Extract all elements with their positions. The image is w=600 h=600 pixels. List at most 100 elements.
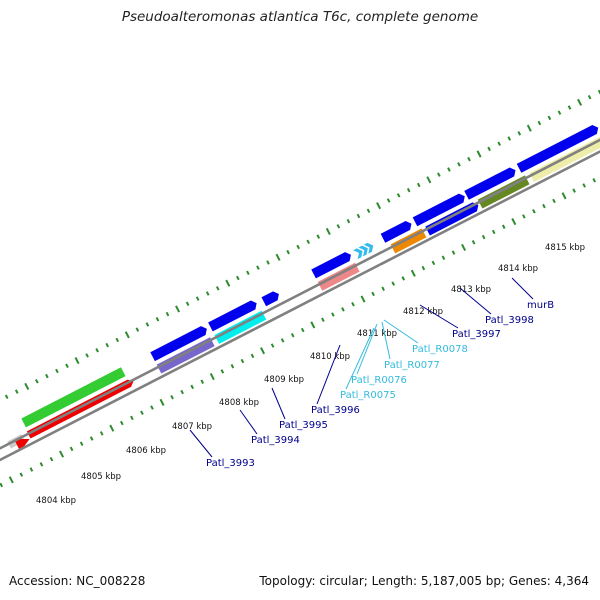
tick-outer (236, 275, 240, 281)
tick-inner (421, 265, 426, 271)
tick-inner (351, 302, 355, 307)
gene-leader-line (239, 409, 258, 435)
tick-inner (572, 188, 576, 193)
tick-outer (135, 327, 140, 332)
tick-outer (195, 296, 200, 301)
backbone-lower (0, 111, 600, 498)
tick-inner (280, 338, 285, 343)
tick-outer (275, 253, 281, 261)
tick-marks-inner (0, 178, 597, 488)
gene-leader-line (419, 304, 459, 329)
feature-blue-3994 (208, 300, 257, 332)
gene-label: murB (527, 300, 554, 311)
tick-inner (170, 394, 174, 400)
tick-inner (321, 317, 325, 322)
tick-outer (124, 331, 130, 339)
feature-blue-3997 (380, 221, 412, 243)
tick-outer (537, 120, 542, 126)
tick-outer (396, 193, 401, 198)
tick-inner (99, 431, 104, 436)
tick-inner (491, 229, 496, 235)
gene-label: Patl_3995 (279, 420, 328, 431)
topology-label: Topology: circular; Length: 5,187,005 bp… (259, 574, 589, 588)
tick-inner (209, 372, 215, 381)
tick-outer (336, 224, 341, 229)
kbp-label: 4809 kbp (264, 375, 304, 385)
tick-outer (225, 279, 231, 287)
tick-outer (14, 389, 19, 394)
gene-label: Patl_R0076 (351, 375, 407, 386)
kbp-label: 4814 kbp (498, 264, 538, 274)
tick-outer (386, 198, 391, 203)
tick-outer (155, 317, 160, 322)
gene-leader-line (356, 323, 378, 375)
feature-red-1 (15, 438, 30, 449)
kbp-label: 4808 kbp (219, 398, 259, 408)
tick-inner (410, 269, 416, 277)
tick-outer (487, 146, 491, 152)
tick-inner (391, 281, 396, 286)
tick-outer (246, 270, 250, 276)
tick-inner (310, 321, 316, 329)
tick-inner (39, 462, 44, 467)
tick-outer (185, 301, 190, 307)
tick-outer (376, 202, 382, 210)
tick-inner (481, 234, 486, 240)
tick-inner (49, 456, 54, 462)
tick-outer (205, 291, 210, 296)
tick-outer (296, 244, 300, 250)
gene-label: Patl_R0077 (384, 360, 440, 371)
gene-leader-line (381, 321, 391, 360)
feature-rna-2 (358, 245, 368, 257)
gene-leader-line (316, 344, 341, 405)
tick-inner (451, 250, 456, 255)
tick-inner (69, 446, 74, 452)
gene-leader-line (189, 429, 213, 458)
tick-inner (542, 203, 546, 209)
feature-blue-3995 (261, 291, 279, 307)
gene-leader-line (459, 287, 492, 315)
tick-outer (24, 382, 30, 391)
tick-outer (577, 98, 583, 106)
gene-label: Patl_3998 (485, 315, 534, 326)
gene-label: Patl_3994 (251, 435, 300, 446)
gene-leader-line (511, 277, 534, 300)
feature-blue-3993 (150, 326, 207, 362)
feature-green (21, 367, 126, 428)
tick-outer (105, 342, 110, 348)
tick-outer (165, 311, 170, 317)
tick-outer (85, 353, 89, 358)
map-title: Pseudoalteromonas atlantica T6c, complet… (121, 9, 479, 25)
gene-label: Patl_R0078 (412, 344, 468, 355)
tick-outer (215, 286, 220, 291)
tick-outer (95, 348, 99, 353)
feature-rna-1 (353, 248, 363, 260)
kbp-label: 4807 kbp (172, 422, 212, 432)
tick-outer (356, 213, 361, 219)
tick-inner (371, 291, 375, 297)
tick-outer (497, 141, 501, 146)
tick-outer (557, 110, 562, 115)
tick-inner (29, 467, 34, 472)
tick-outer (175, 305, 181, 313)
gene-label: Patl_3997 (452, 329, 501, 340)
gene-leader-line (271, 387, 286, 420)
tick-inner (592, 178, 597, 183)
tick-inner (260, 347, 266, 355)
tick-inner (290, 332, 295, 338)
kbp-label: 4804 kbp (36, 496, 76, 506)
gene-label: Patl_3996 (311, 405, 360, 416)
kbp-label: 4812 kbp (403, 307, 443, 317)
kbp-label: 4810 kbp (310, 352, 350, 362)
tick-outer (74, 357, 80, 365)
tick-outer (587, 94, 592, 100)
backbone-upper (0, 102, 600, 489)
tick-inner (501, 224, 506, 230)
tick-outer (567, 105, 572, 110)
tick-outer (476, 150, 482, 158)
kbp-label: 4806 kbp (126, 446, 166, 456)
feature-blue-3998a (412, 193, 465, 227)
tick-inner (109, 424, 115, 432)
feature-blue-3996 (311, 252, 351, 279)
tick-outer (325, 227, 331, 236)
